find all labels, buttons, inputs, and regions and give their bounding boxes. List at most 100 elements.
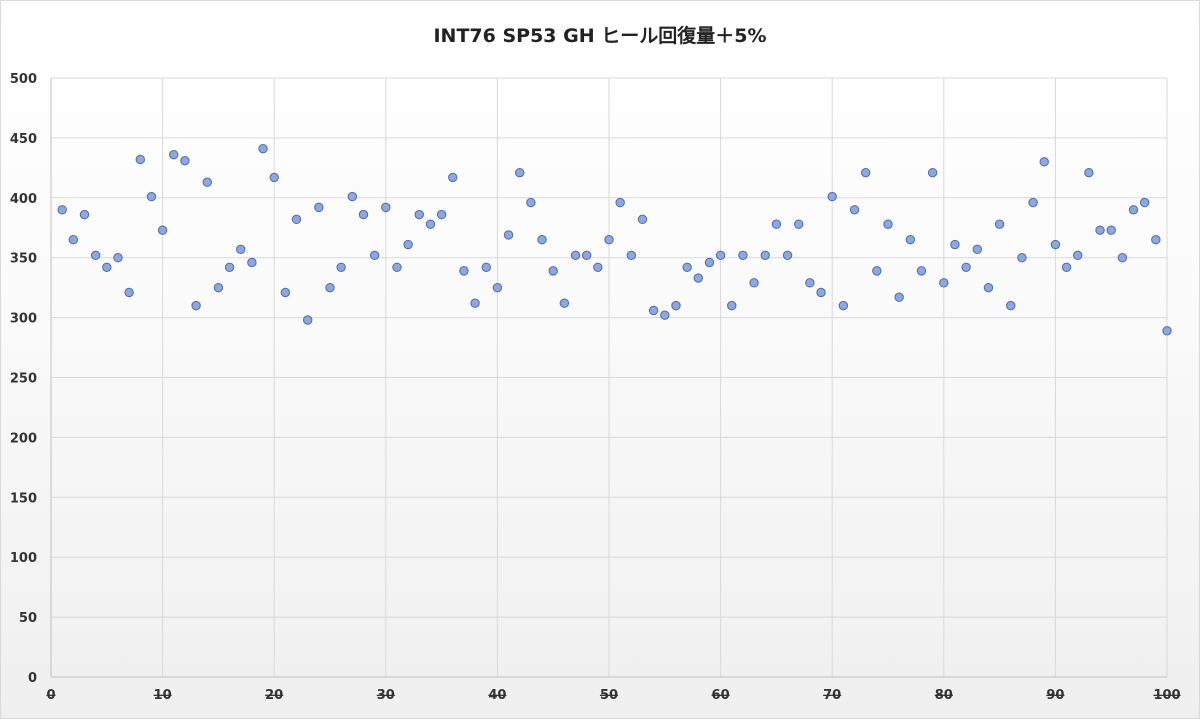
x-tick-label: 80 bbox=[935, 688, 953, 703]
data-point bbox=[827, 191, 837, 202]
data-point bbox=[202, 177, 212, 187]
data-point bbox=[459, 266, 469, 276]
data-point bbox=[637, 214, 648, 225]
y-tick-label: 200 bbox=[10, 431, 37, 446]
data-point bbox=[57, 205, 67, 215]
data-point bbox=[660, 310, 670, 320]
x-tick-label: 10 bbox=[154, 688, 172, 703]
data-point bbox=[1095, 225, 1105, 235]
y-tick-label: 500 bbox=[10, 72, 37, 87]
data-point bbox=[102, 262, 112, 272]
data-point bbox=[548, 266, 558, 276]
data-point bbox=[1106, 225, 1116, 235]
data-point bbox=[682, 262, 692, 272]
data-point bbox=[224, 262, 235, 272]
data-point bbox=[715, 250, 726, 261]
data-point bbox=[135, 154, 145, 165]
data-point bbox=[392, 262, 402, 272]
x-tick-label: 60 bbox=[712, 688, 730, 703]
data-point bbox=[470, 298, 480, 308]
data-point bbox=[972, 244, 982, 255]
data-point bbox=[581, 250, 592, 261]
data-point bbox=[704, 257, 715, 268]
data-point bbox=[894, 292, 904, 302]
chart-title: INT76 SP53 GH ヒール回復量＋5% bbox=[433, 24, 766, 47]
x-tick-label: 20 bbox=[265, 688, 283, 703]
y-tick-label: 150 bbox=[10, 491, 37, 506]
data-point bbox=[593, 262, 603, 272]
data-point bbox=[604, 235, 614, 245]
data-point bbox=[849, 205, 860, 215]
data-point bbox=[113, 253, 123, 263]
data-point bbox=[425, 219, 436, 229]
data-point bbox=[771, 219, 782, 229]
data-point bbox=[436, 209, 447, 220]
data-point bbox=[648, 305, 659, 316]
data-point bbox=[939, 278, 949, 288]
data-point bbox=[738, 250, 748, 261]
data-point bbox=[749, 278, 759, 288]
data-point bbox=[414, 209, 424, 220]
data-point bbox=[1073, 250, 1083, 261]
data-point bbox=[481, 262, 491, 272]
y-tick-label: 50 bbox=[19, 611, 37, 626]
x-tick-label: 100 bbox=[1153, 688, 1180, 703]
data-point bbox=[302, 315, 313, 325]
data-point bbox=[146, 191, 157, 202]
x-tick-label: 50 bbox=[600, 688, 618, 703]
data-point bbox=[1084, 167, 1094, 178]
data-point bbox=[236, 244, 246, 255]
data-point bbox=[280, 287, 291, 298]
y-tick-label: 400 bbox=[10, 192, 37, 207]
data-point bbox=[1039, 157, 1049, 167]
data-point bbox=[760, 250, 770, 261]
y-tick-label: 0 bbox=[28, 671, 37, 686]
x-tick-label: 30 bbox=[377, 688, 395, 703]
data-point bbox=[381, 202, 391, 213]
data-point bbox=[1139, 197, 1150, 208]
data-point bbox=[693, 273, 703, 283]
y-tick-label: 100 bbox=[10, 551, 37, 566]
data-point bbox=[1050, 239, 1061, 250]
data-point bbox=[503, 230, 514, 240]
data-point bbox=[314, 202, 324, 213]
data-point bbox=[258, 143, 268, 154]
data-point bbox=[1151, 235, 1161, 245]
data-point bbox=[526, 197, 536, 208]
data-point bbox=[872, 266, 882, 276]
data-point bbox=[671, 300, 681, 311]
data-point bbox=[291, 214, 302, 225]
data-point bbox=[347, 191, 358, 202]
data-point bbox=[403, 239, 413, 250]
data-points bbox=[57, 143, 1172, 336]
tick-labels: 0 50 100 150 200 250 300 350 400 450 500 0 10 20 30 40 5… bbox=[10, 72, 1181, 703]
data-point bbox=[68, 235, 79, 245]
data-point bbox=[983, 282, 994, 293]
x-tick-label: 0 bbox=[46, 688, 55, 703]
data-point bbox=[1162, 326, 1172, 336]
axes bbox=[50, 78, 1167, 678]
data-point bbox=[994, 219, 1005, 229]
data-point bbox=[727, 300, 737, 311]
data-point bbox=[1028, 197, 1038, 208]
data-point bbox=[782, 250, 793, 261]
x-tick-label: 70 bbox=[823, 688, 841, 703]
data-point bbox=[570, 250, 581, 261]
data-point bbox=[860, 167, 871, 178]
data-point bbox=[615, 197, 625, 208]
data-point bbox=[1061, 262, 1072, 272]
data-point bbox=[927, 167, 938, 178]
y-tick-label: 300 bbox=[10, 312, 37, 327]
data-point bbox=[559, 298, 570, 308]
data-point bbox=[79, 209, 90, 220]
data-point bbox=[1128, 205, 1139, 215]
x-tick-label: 90 bbox=[1046, 688, 1064, 703]
data-point bbox=[515, 167, 525, 178]
data-point bbox=[169, 149, 179, 160]
data-point bbox=[905, 235, 916, 245]
data-point bbox=[950, 239, 960, 250]
data-point bbox=[336, 262, 346, 272]
data-point bbox=[369, 250, 380, 261]
